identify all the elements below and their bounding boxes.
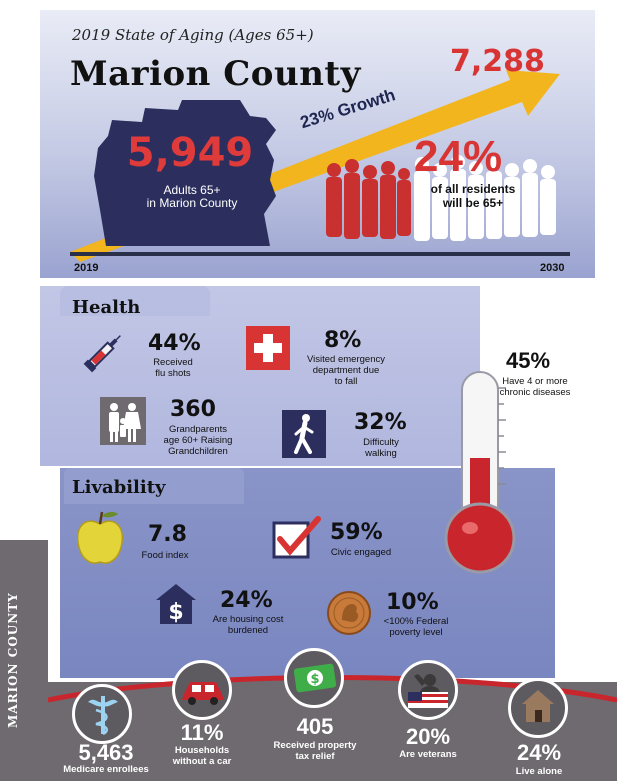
no-car-label-line-2: without a car	[172, 756, 232, 767]
walking-person-icon	[282, 410, 326, 458]
chronic-label-line-1: Have 4 or more	[502, 376, 568, 387]
medical-cross-icon	[246, 326, 290, 370]
residents-label: of all residents will be 65+	[408, 182, 538, 210]
svg-text:$: $	[310, 672, 319, 687]
flu-shot-value: 44%	[148, 331, 201, 356]
adults-65-number: 5,949	[126, 130, 254, 176]
grandparents-label-line-3: Grandchildren	[168, 446, 228, 457]
civic-label: Civic engaged	[330, 547, 392, 558]
health-title: Health	[72, 297, 141, 318]
emergency-label: Visited emergency department due to fall	[296, 354, 396, 387]
chronic-label-line-2: chronic diseases	[499, 387, 571, 398]
county-map-icon	[94, 100, 276, 246]
report-subtitle: 2019 State of Aging (Ages 65+)	[72, 26, 314, 44]
house-dollar-icon: $	[156, 584, 196, 625]
penny-icon	[327, 591, 371, 635]
live-alone-circle	[508, 678, 568, 738]
flu-label-line-2: flu shots	[155, 368, 191, 379]
residents-label-line-2: will be 65+	[442, 196, 504, 210]
food-index-label: Food index	[141, 550, 189, 561]
projected-number: 7,288	[450, 44, 545, 79]
county-title: Marion County	[70, 54, 361, 94]
adults-label-line-1: Adults 65+	[163, 183, 221, 197]
syringe-icon	[83, 335, 121, 373]
grandparents-label-line-1: Grandparents	[168, 424, 228, 435]
poverty-label-line-1: <100% Federal	[383, 616, 449, 627]
tax-relief-value: 405	[296, 714, 334, 739]
adults-label-line-2: in Marion County	[146, 196, 238, 210]
livability-tab	[64, 468, 244, 504]
emergency-label-line-3: to fall	[334, 376, 358, 387]
walking-label-line-1: Difficulty	[363, 437, 399, 448]
adults-65-label: Adults 65+ in Marion County	[112, 184, 272, 210]
housing-value: 24%	[220, 588, 273, 613]
year-end-label: 2030	[540, 262, 565, 274]
veterans-label: Are veterans	[399, 749, 457, 760]
crowd-icon	[326, 155, 556, 241]
poverty-label-line-2: poverty level	[389, 627, 443, 638]
side-tab	[0, 540, 48, 781]
emergency-value: 8%	[324, 328, 362, 353]
live-alone-value: 24%	[516, 740, 562, 765]
health-tab	[60, 286, 210, 316]
svg-text:$: $	[168, 600, 183, 625]
year-start-label: 2019	[74, 262, 99, 274]
medicare-label: Medicare enrollees	[63, 764, 149, 775]
timeline-bar	[70, 252, 570, 256]
caduceus-icon	[88, 696, 118, 736]
housing-label-line-1: Are housing cost	[212, 614, 284, 625]
money-icon: $	[293, 663, 337, 693]
walking-label-line-2: walking	[365, 448, 397, 459]
walking-label: Difficulty walking	[336, 437, 426, 459]
residents-percent: 24%	[414, 132, 503, 181]
veterans-value: 20%	[405, 724, 451, 749]
housing-label-line-2: burdened	[227, 625, 269, 636]
no-car-label-line-1: Households	[174, 745, 230, 756]
emergency-label-line-2: department due	[312, 365, 380, 376]
thermometer-icon	[444, 371, 516, 574]
house-icon	[522, 690, 554, 722]
live-alone-label: Live alone	[515, 766, 563, 777]
grandparents-value: 360	[170, 397, 216, 422]
grandparents-label: Grandparents age 60+ Raising Grandchildr…	[150, 424, 246, 457]
poverty-value: 10%	[386, 590, 439, 615]
food-index-value: 7.8	[148, 522, 187, 547]
chronic-disease-label: Have 4 or more chronic diseases	[470, 376, 600, 398]
side-tab-label: MARION COUNTY	[6, 592, 20, 728]
chronic-disease-value: 45%	[506, 348, 551, 373]
residents-label-line-1: of all residents	[430, 182, 516, 196]
livability-title: Livability	[72, 477, 166, 498]
poverty-label: <100% Federal poverty level	[366, 616, 466, 638]
medicare-value: 5,463	[78, 740, 134, 765]
veterans-circle	[398, 660, 458, 720]
housing-label: Are housing cost burdened	[198, 614, 298, 636]
emergency-label-line-1: Visited emergency	[307, 354, 385, 365]
soldier-salute-icon	[408, 674, 448, 708]
civic-value: 59%	[330, 520, 383, 545]
flu-shot-label: Received flu shots	[128, 357, 218, 379]
car-icon	[182, 682, 224, 705]
family-icon	[100, 397, 146, 445]
apple-icon	[77, 511, 123, 564]
tax-relief-label: Received property tax relief	[262, 740, 368, 762]
flu-label-line-1: Received	[153, 357, 193, 368]
checkbox-icon	[272, 516, 321, 559]
tax-relief-label-line-1: Received property	[273, 740, 357, 751]
no-car-value: 11%	[180, 720, 224, 745]
no-car-label: Households without a car	[152, 745, 252, 767]
grandparents-label-line-2: age 60+ Raising	[163, 435, 233, 446]
walking-value: 32%	[354, 410, 407, 435]
tax-relief-label-line-2: tax relief	[295, 751, 335, 762]
